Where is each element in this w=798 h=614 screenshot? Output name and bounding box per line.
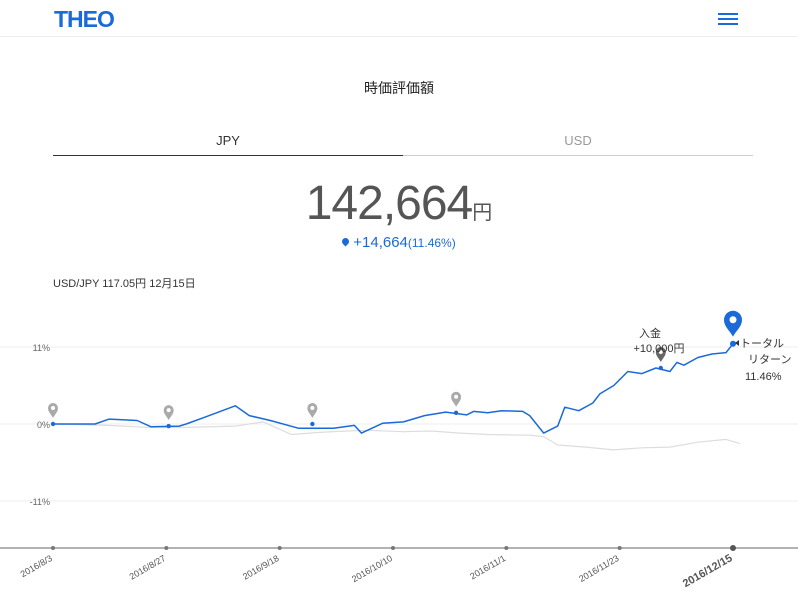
pin-hole — [454, 394, 459, 399]
x-tick-dot — [164, 546, 169, 550]
portfolio-value: 142,664円 — [0, 176, 798, 231]
pin-shape — [724, 310, 742, 337]
x-tick-label: 2016/11/23 — [577, 553, 620, 584]
x-tick-dot — [51, 546, 55, 550]
total-return-label2: リターン — [748, 353, 791, 366]
pointer-arrow-icon — [735, 340, 739, 346]
x-tick-dot — [504, 546, 509, 550]
x-tick-label: 2016/12/15 — [681, 552, 735, 590]
event-dot — [658, 365, 663, 371]
map-pin-icon[interactable] — [163, 405, 174, 421]
pin-shape — [451, 391, 462, 407]
tab-usd[interactable]: USD — [403, 128, 753, 156]
event-dot — [310, 421, 315, 427]
map-pin-icon[interactable] — [451, 391, 462, 407]
y-tick-label: 0% — [37, 420, 50, 430]
x-tick-label: 2016/9/18 — [241, 553, 281, 582]
x-tick-dot — [391, 546, 395, 550]
theo-logo[interactable]: THEO — [54, 6, 115, 32]
pin-hole — [166, 408, 171, 413]
x-tick-label: 2016/8/3 — [19, 553, 54, 579]
hamburger-menu-icon[interactable] — [716, 10, 740, 26]
tab-jpy[interactable]: JPY — [53, 128, 403, 156]
pin-hole — [310, 406, 315, 410]
event-dot — [453, 410, 459, 415]
pin-icon — [340, 236, 351, 247]
value-chart[interactable]: 11% 0% -11% 2016/8/3 2016/8/27 2016/9/18 2016… — [0, 300, 798, 614]
pin-shape — [48, 403, 58, 418]
x-tick-dot — [617, 546, 622, 550]
x-tick-label: 2016/11/1 — [468, 553, 507, 581]
change-amount: +14,664 — [353, 234, 408, 251]
pin-hole — [51, 406, 55, 410]
x-tick-dot — [730, 545, 736, 551]
event-dot — [50, 421, 56, 427]
portfolio-amount: 142,664 — [305, 177, 474, 230]
map-pin-icon[interactable] — [48, 403, 58, 418]
pin-shape — [655, 347, 666, 362]
exchange-rate: USD/JPY 117.05円 12月15日 — [53, 278, 196, 290]
app-header: THEO — [0, 0, 798, 37]
y-tick-label: -11% — [30, 497, 50, 507]
pin-hole — [658, 350, 663, 354]
benchmark-line — [52, 421, 741, 451]
pin-shape — [307, 403, 318, 418]
pin-hole — [729, 316, 737, 324]
deposit-amount: +10,000円 — [633, 343, 684, 355]
change-percent: (11.46%) — [407, 236, 456, 250]
total-return-label1: トータル — [740, 337, 784, 350]
pin-shape — [163, 405, 174, 421]
currency-tabs: JPY USD — [53, 128, 753, 156]
x-tick-label: 2016/10/10 — [350, 553, 394, 584]
total-return-value: 11.46% — [745, 371, 782, 383]
currency-unit: 円 — [472, 202, 493, 224]
page-title: 時価評価額 — [364, 80, 434, 96]
value-change: +14,664(11.46%) — [0, 234, 798, 251]
deposit-label: 入金 — [639, 326, 661, 340]
current-pin-icon[interactable] — [724, 310, 742, 337]
portfolio-line — [53, 343, 734, 434]
map-pin-icon[interactable] — [655, 347, 666, 362]
x-tick-label: 2016/8/27 — [128, 553, 168, 582]
map-pin-icon[interactable] — [307, 403, 318, 418]
y-tick-label: 11% — [33, 343, 50, 353]
event-dot — [166, 423, 171, 429]
x-tick-dot — [277, 546, 282, 550]
current-dot — [730, 340, 736, 347]
